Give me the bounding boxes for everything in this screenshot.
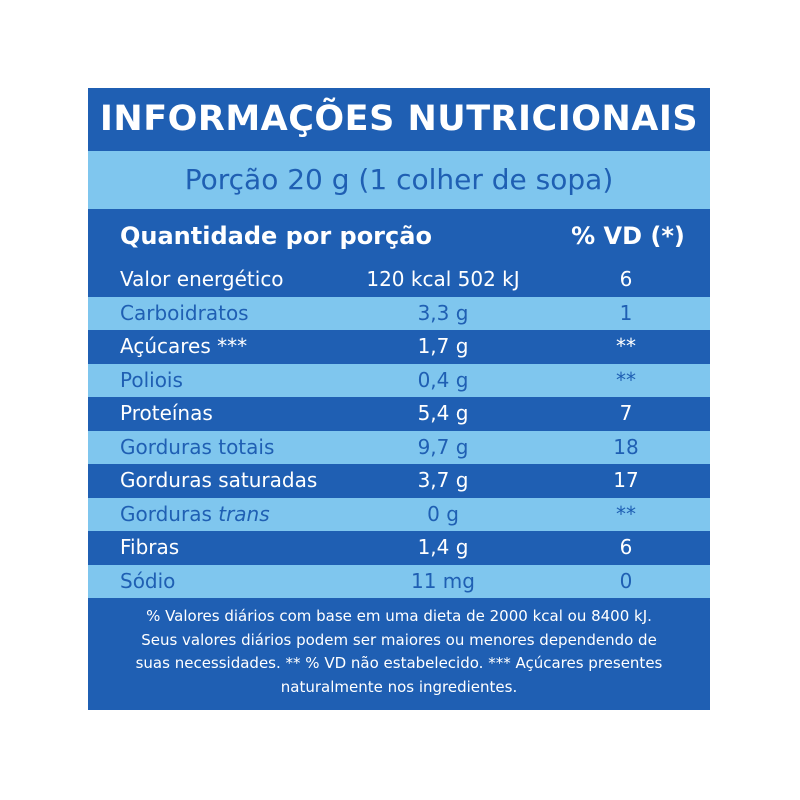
nutrient-amount: 0,4 g	[417, 367, 469, 392]
nutrient-name: Valor energético	[120, 267, 284, 291]
table-row: Gorduras saturadas 3,7 g 17	[88, 464, 710, 498]
table-row: Proteínas 5,4 g 7	[88, 397, 710, 431]
nutrient-vd: **	[616, 334, 636, 358]
header-quantity: Quantidade por porção	[120, 222, 432, 250]
portion-size: Porção 20 g (1 colher de sopa)	[88, 151, 710, 209]
nutrient-name: Açúcares ***	[120, 334, 248, 358]
nutrient-amount: 0 g	[427, 501, 459, 526]
nutrient-name: Proteínas	[120, 401, 213, 425]
nutrient-name: Gorduras saturadas	[120, 468, 318, 492]
nutrient-table: Valor energético 120 kcal 502 kJ 6 Carbo…	[88, 263, 710, 598]
table-row: Gorduras trans 0 g **	[88, 497, 710, 532]
table-row: Poliois 0,4 g **	[88, 363, 710, 397]
nutrient-vd: 6	[619, 267, 633, 291]
label-title: INFORMAÇÕES NUTRICIONAIS	[99, 99, 699, 139]
nutrient-name: Fibras	[120, 535, 180, 559]
table-row: Gorduras totais 9,7 g 18	[88, 430, 710, 464]
nutrient-name-italic: trans	[218, 501, 270, 526]
nutrient-amount: 1,7 g	[417, 334, 469, 358]
nutrient-name-prefix: Gorduras	[120, 501, 212, 526]
nutrient-amount: 120 kcal 502 kJ	[366, 267, 520, 291]
footnote-line: suas necessidades. ** % VD não estabelec…	[135, 654, 663, 672]
footnote-line: % Valores diários com base em uma dieta …	[146, 607, 652, 625]
nutrient-name: Gorduras trans	[120, 498, 270, 532]
table-row: Sódio 11 mg 0	[88, 564, 710, 598]
footnote-line: Seus valores diários podem ser maiores o…	[141, 630, 657, 649]
nutrient-vd: 18	[613, 434, 639, 459]
nutrient-name: Poliois	[120, 367, 183, 392]
nutrient-amount: 9,7 g	[417, 434, 469, 459]
nutrient-vd: 6	[619, 535, 633, 559]
table-row: Fibras 1,4 g 6	[88, 531, 710, 565]
nutrient-amount: 11 mg	[411, 568, 475, 593]
nutrient-vd: 0	[619, 568, 633, 593]
table-header: Quantidade por porção % VD (*)	[88, 209, 710, 263]
footnote: % Valores diários com base em uma dieta …	[110, 605, 688, 699]
nutrient-vd: **	[616, 367, 636, 392]
nutrient-name: Gorduras totais	[120, 434, 275, 459]
nutrient-vd: 17	[613, 468, 639, 492]
nutrient-amount: 3,7 g	[417, 468, 469, 492]
nutrient-vd: 1	[619, 300, 633, 325]
nutrition-facts-label: INFORMAÇÕES NUTRICIONAIS Porção 20 g (1 …	[88, 88, 710, 710]
table-row: Açúcares *** 1,7 g **	[88, 330, 710, 364]
nutrient-amount: 5,4 g	[417, 401, 469, 425]
footnote-line: naturalmente nos ingredientes.	[280, 677, 518, 696]
table-row: Carboidratos 3,3 g 1	[88, 296, 710, 330]
nutrient-amount: 1,4 g	[417, 535, 469, 559]
nutrient-vd: **	[616, 501, 636, 526]
header-vd: % VD (*)	[571, 222, 685, 250]
nutrient-name: Sódio	[120, 568, 176, 593]
table-row: Valor energético 120 kcal 502 kJ 6	[88, 263, 710, 297]
nutrient-amount: 3,3 g	[417, 300, 469, 325]
nutrient-vd: 7	[619, 401, 633, 425]
nutrient-name: Carboidratos	[120, 300, 249, 325]
